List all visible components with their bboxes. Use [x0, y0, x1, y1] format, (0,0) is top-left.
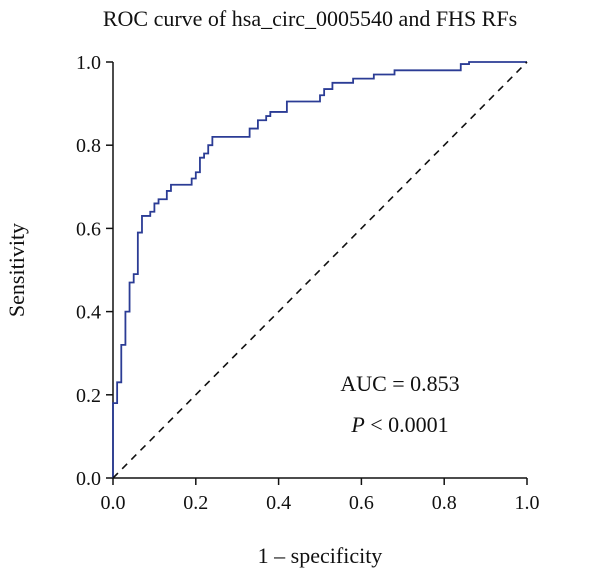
p-value: < 0.0001: [365, 412, 449, 437]
x-tick-label: 0.4: [266, 492, 291, 514]
roc-curve-line: [112, 61, 527, 478]
y-axis-label: Sensitivity: [4, 223, 29, 317]
x-tick-label: 0.0: [101, 492, 126, 514]
y-tick-label: 0.2: [76, 385, 101, 407]
auc-annotation: AUC = 0.853: [340, 371, 459, 396]
y-tick-label: 1.0: [76, 52, 101, 74]
y-tick-label: 0.0: [76, 468, 101, 490]
y-tick-label: 0.8: [76, 135, 101, 157]
x-tick-label: 1.0: [515, 492, 540, 514]
y-tick-label: 0.6: [76, 218, 101, 240]
x-tick-label: 0.2: [183, 492, 208, 514]
x-tick-label: 0.6: [349, 492, 374, 514]
reference-diagonal-line: [112, 61, 528, 479]
plot-series: [112, 61, 528, 479]
x-ticks: 0.0 0.2 0.4 0.6 0.8 1.0: [101, 478, 540, 514]
chart-title: ROC curve of hsa_circ_0005540 and FHS RF…: [103, 6, 517, 31]
x-tick-label: 0.8: [432, 492, 457, 514]
x-axis-label: 1 – specificity: [258, 543, 383, 568]
y-ticks: 0.0 0.2 0.4 0.6 0.8 1.0: [76, 52, 113, 490]
y-tick-label: 0.4: [76, 302, 101, 324]
p-symbol: P: [350, 412, 364, 437]
p-value-annotation: P < 0.0001: [350, 412, 448, 437]
